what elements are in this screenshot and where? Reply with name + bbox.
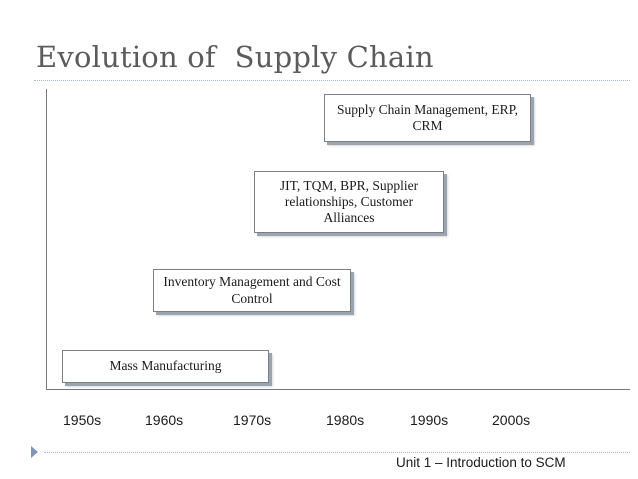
timeline-label-1980s: 1980s: [326, 412, 365, 428]
x-axis-line: [46, 389, 630, 390]
stage-label: Supply Chain Management, ERP, CRM: [336, 101, 519, 133]
footer-divider: [44, 452, 630, 453]
timeline-label-1970s: 1970s: [233, 412, 272, 428]
timeline-label-1950s: 1950s: [63, 412, 102, 428]
y-axis-line: [46, 89, 47, 389]
slide-footer: Unit 1 – Introduction to SCM: [396, 455, 566, 470]
stage-label: Inventory Management and Cost Control: [163, 274, 341, 306]
stage-box-supply-chain-management: Supply Chain Management, ERP, CRM: [324, 94, 531, 142]
timeline-label-1990s: 1990s: [410, 412, 449, 428]
slide-title: Evolution of Supply Chain: [36, 40, 434, 74]
timeline-label-2000s: 2000s: [492, 412, 531, 428]
timeline-label-1960s: 1960s: [145, 412, 184, 428]
title-divider: [34, 80, 630, 81]
stage-box-jit-tqm-bpr: JIT, TQM, BPR, Supplier relationships, C…: [254, 171, 444, 233]
triangle-right-icon: [31, 446, 38, 458]
stage-box-mass-manufacturing: Mass Manufacturing: [62, 350, 269, 383]
stage-label: Mass Manufacturing: [109, 358, 222, 374]
stage-label: JIT, TQM, BPR, Supplier relationships, C…: [279, 177, 419, 226]
stage-box-inventory-management: Inventory Management and Cost Control: [153, 269, 351, 312]
